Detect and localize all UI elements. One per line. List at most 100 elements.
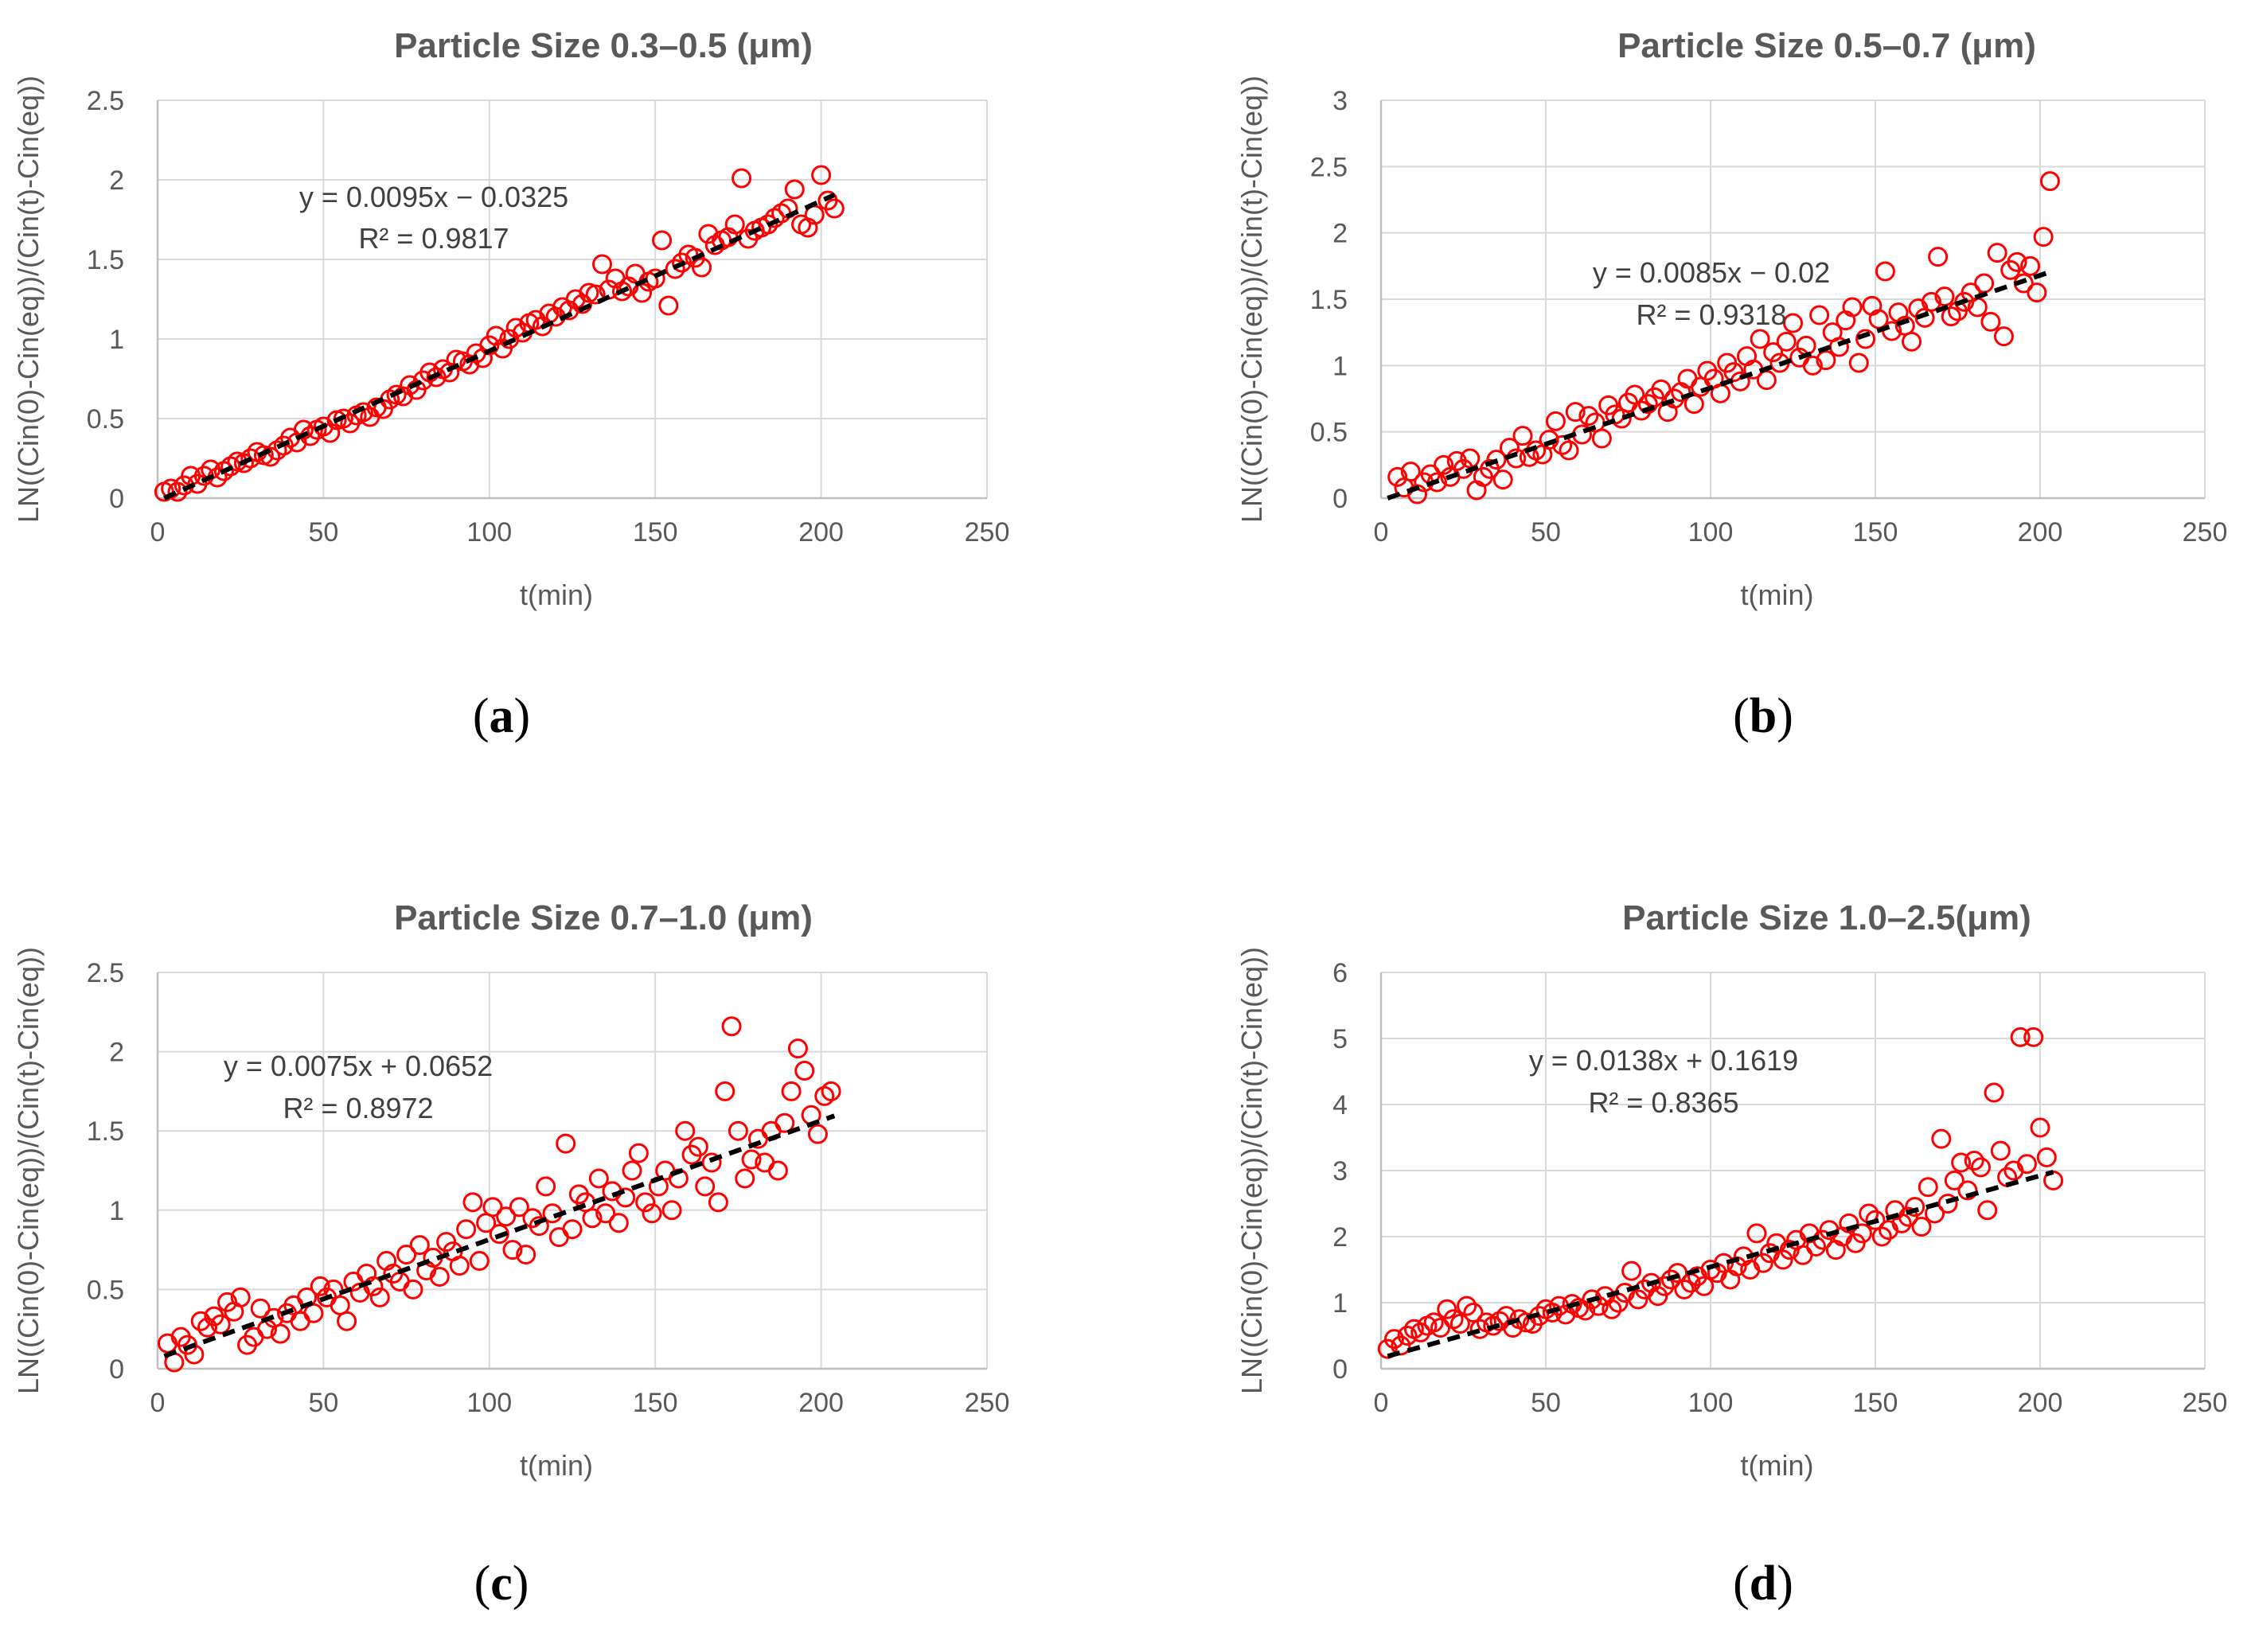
- chart-0-x-tick-label: 0: [150, 517, 166, 547]
- chart-3-data-point: [1944, 1170, 1964, 1190]
- chart-1-data-point: [1434, 454, 1454, 475]
- chart-0-data-point: [658, 295, 679, 316]
- chart-1-y-tick-label: 0: [1332, 484, 1348, 514]
- chart-2-y-axis-label: LN((Cin(0)-Cin(eq))/(Cin(t)-Cin(eq)): [12, 947, 45, 1394]
- chart-1-data-point: [1848, 353, 1869, 373]
- chart-3-data-point: [2036, 1147, 2057, 1167]
- chart-2-data-point: [608, 1213, 629, 1233]
- chart-2-data-point: [642, 1203, 662, 1224]
- chart-1-x-tick-label: 100: [1688, 517, 1734, 547]
- chart-2-data-point: [449, 1256, 470, 1276]
- chart-1-x-tick-label: 50: [1531, 517, 1561, 547]
- chart-1-data-point: [1855, 329, 1876, 349]
- chart-3-data-point: [1911, 1217, 1932, 1237]
- chart-3-data-point: [1918, 1177, 1938, 1198]
- chart-2-x-tick-label: 100: [466, 1388, 512, 1418]
- chart-1-y-tick-label: 1.5: [1310, 285, 1348, 315]
- chart-2-data-point: [622, 1160, 642, 1181]
- chart-2-data-point: [821, 1081, 841, 1101]
- chart-panel-a: 0 50 100 150 200 250 0 0.5 1 1.5 2 2.5 Particle Size…: [12, 26, 1009, 743]
- chart-2-y-tick-label: 0: [109, 1354, 124, 1385]
- chart-2-data-point: [369, 1287, 390, 1307]
- chart-2-data-point: [409, 1235, 430, 1256]
- chart-3-trendline: [1387, 1170, 2054, 1359]
- chart-1-data-point: [1545, 411, 1566, 431]
- chart-2-data-point: [635, 1192, 656, 1213]
- chart-2-data-point: [661, 1200, 682, 1221]
- chart-1-data-point: [1539, 430, 1559, 450]
- chart-3-data-point: [1437, 1299, 1457, 1319]
- chart-2-data-point: [250, 1298, 271, 1319]
- chart-0-y-tick-label: 0: [109, 484, 124, 514]
- chart-0-x-tick-label: 200: [798, 517, 844, 547]
- chart-3-data-point: [1905, 1197, 1925, 1218]
- chart-3-data-point: [1970, 1157, 1991, 1178]
- chart-3-data-point: [1542, 1302, 1563, 1323]
- chart-3-data-point: [2030, 1117, 2050, 1138]
- chart-2-data-point: [774, 1112, 795, 1133]
- chart-3-data-point: [1660, 1269, 1681, 1290]
- chart-0-data-point: [260, 446, 281, 467]
- chart-1-data-point: [1783, 313, 1803, 333]
- chart-3-data-point: [1990, 1140, 2011, 1161]
- chart-3-y-tick-label: 6: [1332, 958, 1348, 988]
- chart-3-x-tick-label: 0: [1374, 1388, 1389, 1418]
- chart-0-title: Particle Size 0.3–0.5 (μm): [394, 26, 813, 65]
- chart-1-x-tick-label: 0: [1374, 517, 1389, 547]
- chart-0-panel-letter: a: [490, 689, 514, 743]
- chart-0-x-tick-label: 100: [466, 517, 512, 547]
- chart-2-data-point: [337, 1311, 357, 1331]
- chart-2-panel-label: (c): [474, 1557, 529, 1611]
- chart-0-data-point: [572, 294, 593, 314]
- chart-2-data-point: [715, 1081, 735, 1101]
- chart-2-data-point: [708, 1192, 728, 1213]
- chart-2-data-point: [529, 1216, 549, 1237]
- chart-3-data-point: [1496, 1306, 1516, 1327]
- chart-2-data-point: [548, 1227, 569, 1248]
- chart-1-data-point: [1578, 406, 1599, 427]
- chart-3-y-tick-label: 3: [1332, 1156, 1348, 1186]
- chart-3-data-point: [1674, 1279, 1695, 1299]
- chart-2-data-point: [807, 1124, 828, 1144]
- chart-1-data-point: [1684, 394, 1704, 415]
- chart-3-data-point: [1951, 1152, 1972, 1173]
- chart-1-data-point: [2007, 251, 2027, 272]
- chart-0-trend-equation: y = 0.0095x − 0.0325: [299, 181, 568, 213]
- chart-2-x-tick-label: 150: [633, 1388, 678, 1418]
- chart-3-data-point: [1654, 1276, 1675, 1296]
- chart-3-data-point: [1377, 1338, 1398, 1359]
- chart-2-data-point: [303, 1303, 324, 1323]
- chart-2-trendline: [163, 1113, 836, 1358]
- chart-2-data-point: [767, 1160, 788, 1181]
- chart-2-data-point: [489, 1224, 509, 1245]
- chart-1-data-point: [1460, 448, 1481, 469]
- chart-3-data-point: [1457, 1295, 1477, 1316]
- chart-2-data-point: [562, 1219, 583, 1240]
- chart-0-data-point: [811, 165, 832, 185]
- chart-3-panel-letter: d: [1750, 1557, 1777, 1611]
- chart-1-data-point: [1651, 379, 1672, 399]
- chart-1-trend-r2: R² = 0.9318: [1636, 298, 1786, 331]
- chart-1-y-tick-label: 2: [1332, 219, 1348, 249]
- chart-1-trend-equation: y = 0.0085x − 0.02: [1593, 256, 1830, 289]
- chart-3-x-tick-label: 150: [1853, 1388, 1898, 1418]
- chart-2-data-point: [403, 1279, 423, 1299]
- chart-2-trend-r2: R² = 0.8972: [283, 1092, 433, 1124]
- chart-3-data-point: [1668, 1263, 1688, 1284]
- chart-2-data-point: [310, 1276, 330, 1296]
- chart-0-data-point: [652, 230, 673, 251]
- chart-1-data-point: [1407, 484, 1428, 505]
- chart-2-data-point: [456, 1219, 477, 1240]
- chart-3-data-point: [1871, 1226, 1892, 1247]
- chart-1-y-tick-label: 3: [1332, 86, 1348, 116]
- chart-1-data-point: [1921, 291, 1941, 312]
- chart-2-x-tick-label: 200: [798, 1388, 844, 1418]
- chart-1-data-point: [1980, 311, 2001, 332]
- chart-0-y-tick-label: 1: [109, 325, 124, 355]
- chart-2-panel-letter: c: [490, 1557, 513, 1611]
- chart-3-trend-equation: y = 0.0138x + 0.1619: [1529, 1044, 1798, 1077]
- chart-0-panel-label: (a): [473, 689, 530, 743]
- chart-3-data-point: [1397, 1326, 1418, 1346]
- chart-3-y-tick-label: 4: [1332, 1090, 1348, 1120]
- chart-1-data-point: [2020, 255, 2041, 276]
